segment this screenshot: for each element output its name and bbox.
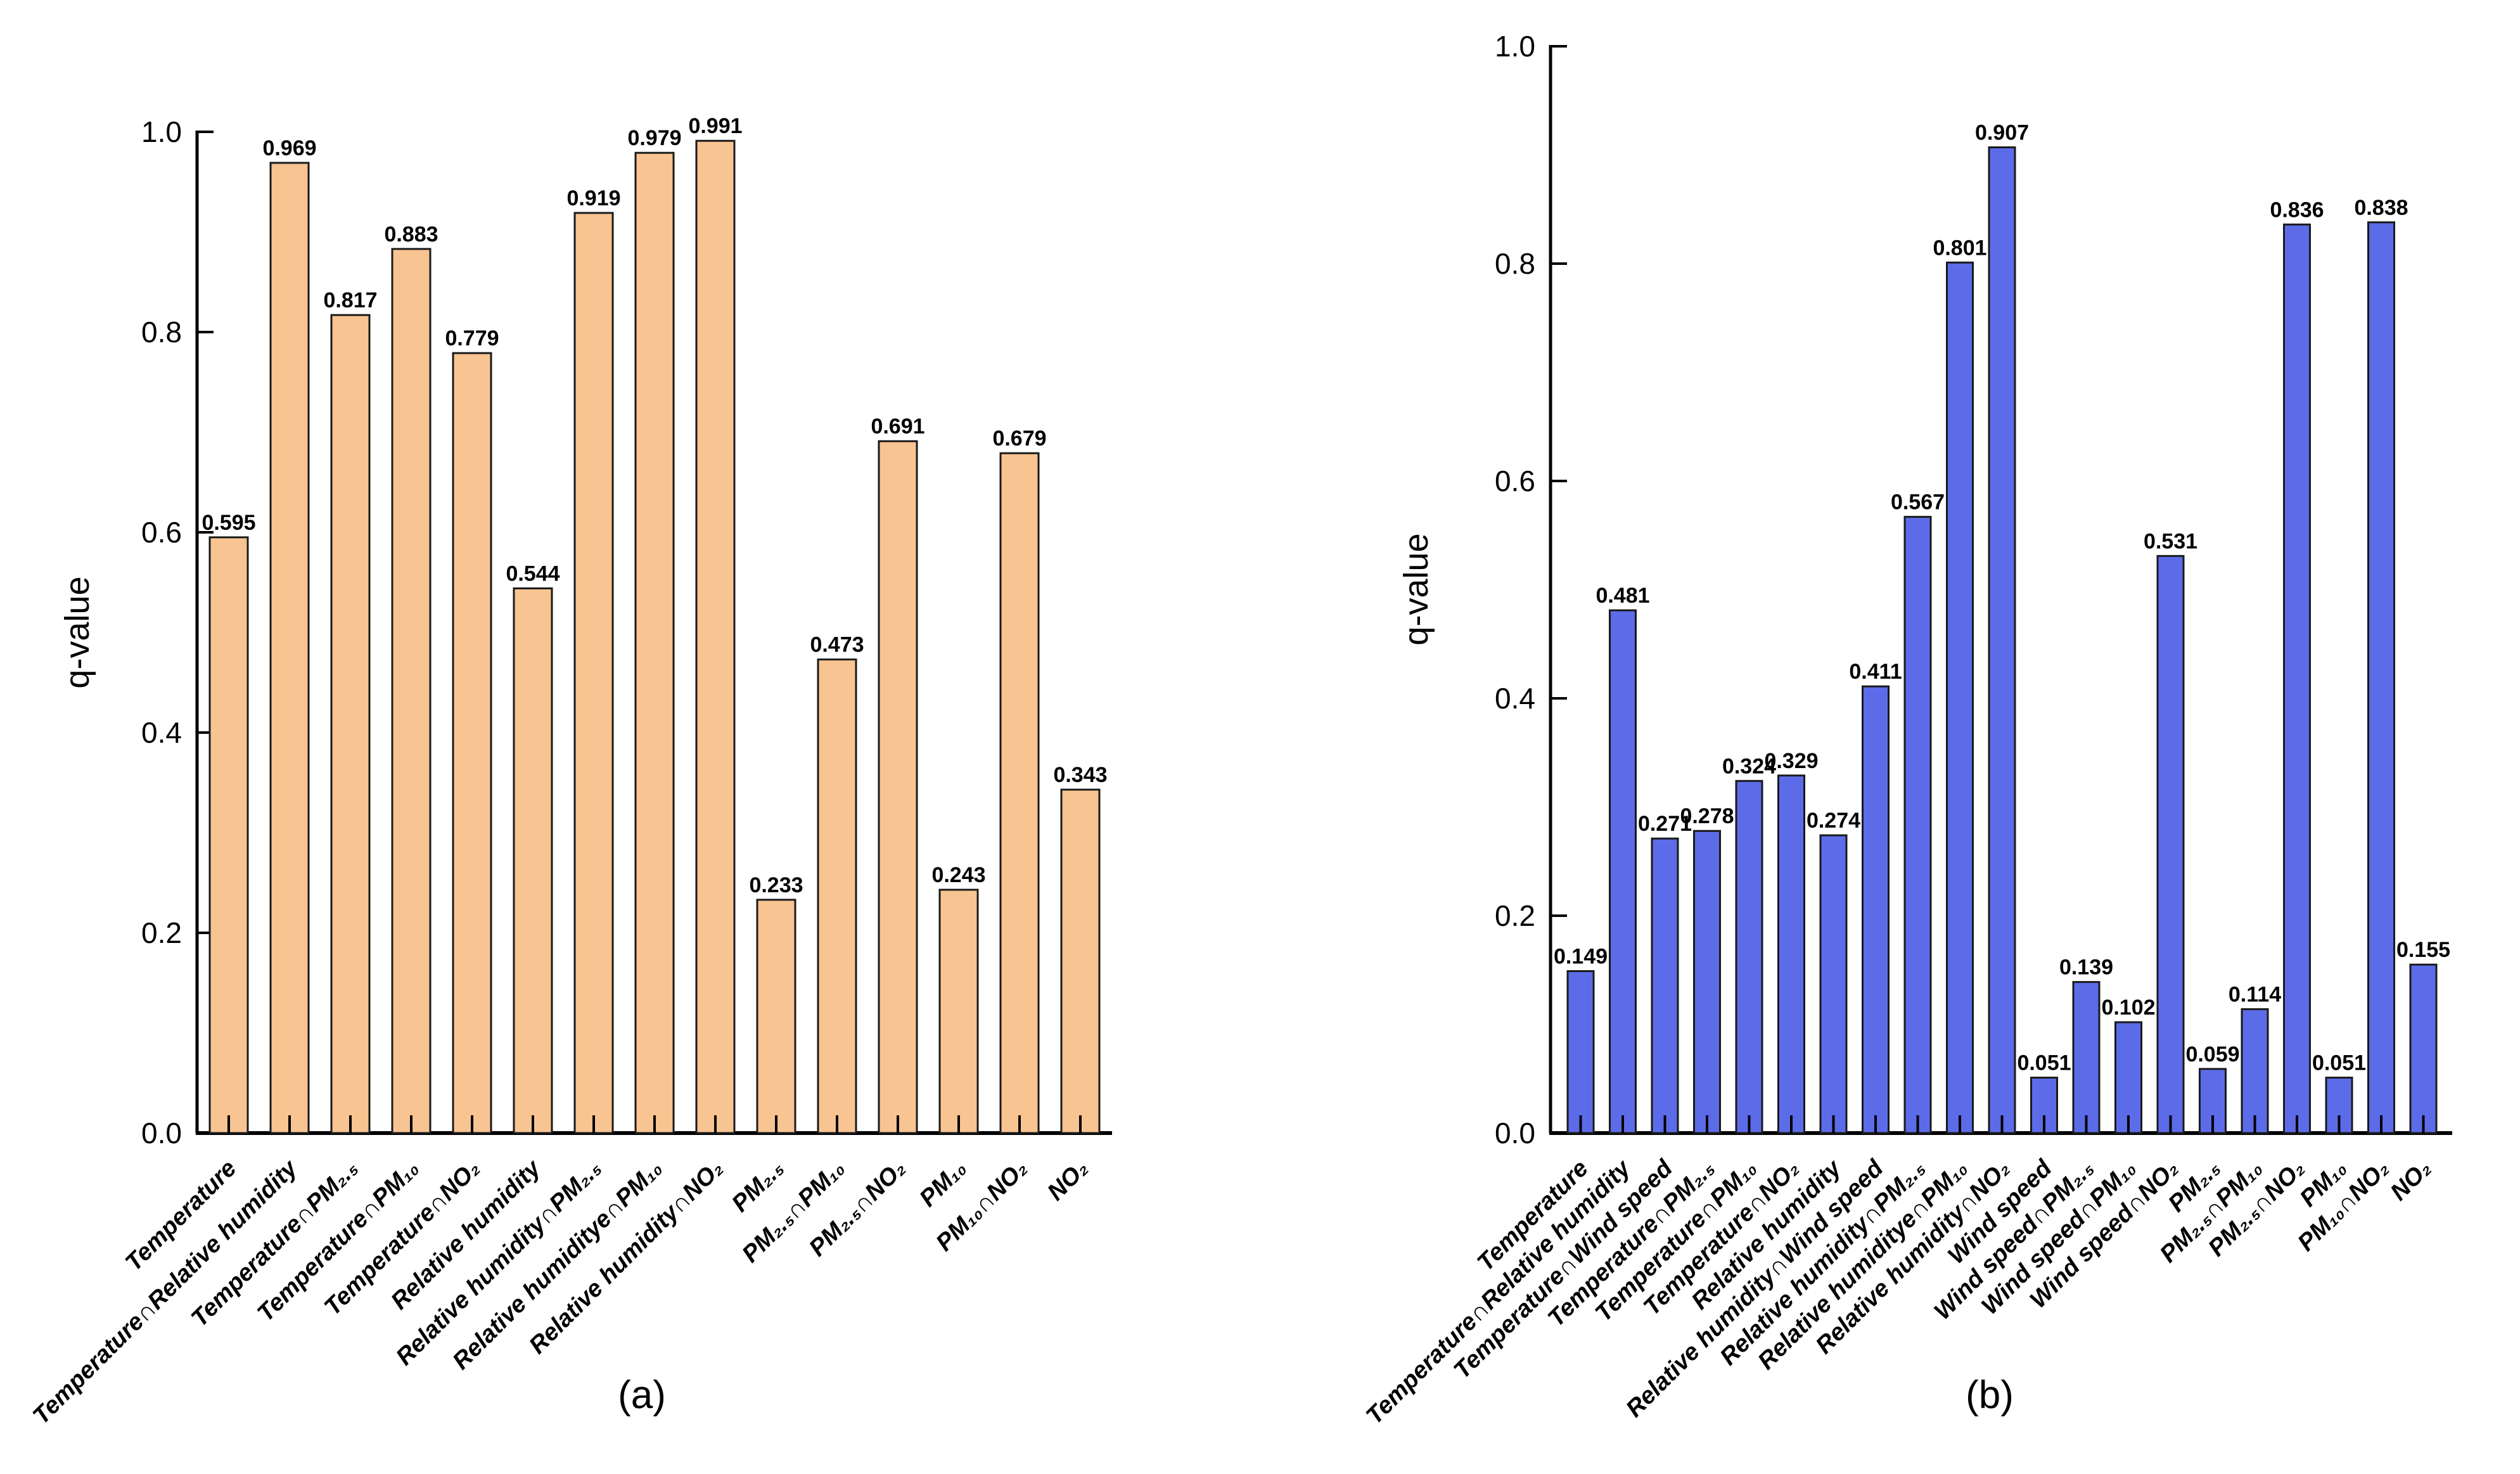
bar-value-label: 0.838 [2354,196,2408,220]
bar [2241,1008,2269,1134]
y-tick-label: 1.0 [1495,30,1535,63]
bar-value-label: 0.243 [931,863,985,887]
bar [2409,963,2438,1134]
bar-value-label: 0.801 [1933,236,1986,260]
bar-value-label: 0.411 [1849,660,1902,684]
bar-value-label: 0.817 [323,288,377,312]
bar-value-label: 0.691 [871,414,924,439]
plot-area-b: 0.00.20.40.60.81.00.149Temperature0.481T… [1361,30,2452,1430]
bar-value-label: 0.233 [749,873,803,897]
bar [878,440,918,1134]
y-axis-title-b: q-value [1397,533,1435,645]
bar [2072,981,2101,1134]
y-tick-label: 0.8 [141,316,182,349]
bar [1609,609,1637,1134]
bar [391,248,432,1134]
bar [208,536,249,1134]
y-axis-title-a: q-value [58,576,96,688]
bar-value-label: 0.114 [2229,982,2281,1006]
bar [1819,834,1848,1134]
y-tick-label: 0.2 [1495,899,1535,932]
bar-value-label: 0.919 [566,186,620,210]
bar-value-label: 0.149 [1554,944,1608,968]
panel-caption-b: (b) [1966,1373,2014,1417]
bar-value-label: 0.278 [1680,804,1734,828]
bar [756,899,796,1134]
bar [2114,1021,2142,1134]
y-tick-label: 1.0 [141,115,182,148]
bar [2283,223,2311,1134]
bar-value-label: 0.481 [1596,584,1649,608]
bar-value-label: 0.051 [2017,1051,2071,1075]
bar-value-label: 0.991 [688,114,742,138]
bar [1988,146,2016,1134]
bar-value-label: 0.059 [2185,1042,2239,1067]
y-tick-label: 0.4 [1495,682,1535,715]
bar [452,352,492,1134]
bar [817,658,857,1134]
bar [938,888,979,1134]
y-tick-label: 0.8 [1495,247,1535,280]
y-tick-label: 0.6 [1495,465,1535,497]
plot-area-a: 0.00.20.40.60.81.00.595Temperature0.969T… [28,114,1112,1430]
bar [1693,830,1721,1134]
bar [2367,221,2395,1134]
bar-value-label: 0.155 [2396,938,2450,962]
bar-value-label: 0.567 [1891,490,1945,515]
bar [1735,779,1763,1134]
bar-value-label: 0.969 [262,136,316,160]
bar [1060,788,1101,1134]
bar [695,139,736,1134]
bar-value-label: 0.595 [201,511,255,535]
panel-caption-a: (a) [618,1373,666,1417]
bar [1903,516,1932,1134]
panel-a-chart: q-value 0.0 0.2 0.4 0.6 0.8 1.0 0.595 Temperatu… [28,114,1112,1430]
x-category-label: Temperature∩Relative humidity [28,1154,304,1430]
x-category-label: PM₁₀ [914,1155,971,1212]
bar [1566,970,1595,1134]
bar [1946,261,1974,1134]
x-category-label: NO₂ [1042,1155,1093,1206]
bar-value-label: 0.324 [1722,754,1776,778]
bar [1862,685,1890,1134]
bar [269,162,310,1134]
x-category-label: NO₂ [2386,1155,2436,1206]
bar [1777,774,1805,1134]
y-tick-label: 0.6 [141,516,182,549]
bar [2156,554,2185,1134]
bar-value-label: 0.979 [627,126,681,150]
bar-value-label: 0.544 [506,561,560,586]
y-tick-label: 0.4 [141,716,182,749]
bar [513,587,553,1134]
y-tick-label: 0.0 [1495,1117,1535,1150]
bar-value-label: 0.883 [384,222,438,247]
bar [634,151,675,1134]
bar [999,452,1040,1134]
bar-value-label: 0.836 [2270,198,2324,222]
y-tick-label: 0.2 [141,916,182,949]
bar-value-label: 0.907 [1975,120,2029,144]
bar [573,212,614,1134]
bar-value-label: 0.051 [2312,1051,2366,1075]
bar-value-label: 0.102 [2101,996,2155,1020]
y-tick-label: 0.0 [141,1117,182,1150]
bar-value-label: 0.473 [810,633,864,657]
panel-b-chart: q-value 0.00.20.40.60.81.00.149Temperatu… [1361,30,2452,1430]
bar [330,314,371,1134]
bar-value-label: 0.531 [2144,529,2197,553]
bar-value-label: 0.329 [1764,749,1818,773]
bar-value-label: 0.271 [1638,812,1692,836]
bar [1651,837,1679,1134]
bar-value-label: 0.343 [1053,763,1107,787]
bar-value-label: 0.779 [445,326,499,350]
bar-value-label: 0.679 [992,426,1046,451]
bar-value-label: 0.274 [1807,809,1860,833]
bar-value-label: 0.139 [2059,956,2113,980]
